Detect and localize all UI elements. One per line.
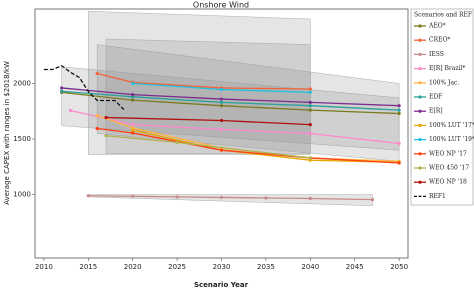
- data-point: [131, 123, 135, 127]
- legend-marker: [418, 180, 422, 184]
- data-point: [131, 95, 135, 99]
- legend-marker: [418, 95, 422, 99]
- data-point: [308, 87, 312, 91]
- data-point: [308, 156, 312, 160]
- y-tick-label: 2000: [13, 79, 31, 87]
- x-tick-label: 2045: [346, 263, 364, 271]
- data-point: [370, 198, 375, 202]
- range-band: [105, 38, 311, 154]
- legend-marker: [418, 152, 422, 156]
- data-point: [308, 104, 312, 108]
- data-point: [308, 131, 312, 136]
- legend-marker: [418, 138, 422, 142]
- legend-label: CREO*: [429, 37, 450, 44]
- legend-label: 100% LUT '17*: [429, 122, 474, 129]
- legend-title: Scenarios and REF: [414, 12, 472, 19]
- data-point: [95, 71, 99, 76]
- legend-marker: [418, 166, 422, 170]
- data-point: [175, 195, 179, 199]
- x-axis-label: Scenario Year: [194, 281, 249, 289]
- data-point: [308, 158, 312, 162]
- data-point: [131, 194, 135, 198]
- data-point: [60, 86, 64, 90]
- legend-box: [410, 8, 474, 206]
- data-point: [175, 140, 179, 144]
- x-tick-label: 2050: [390, 263, 408, 271]
- data-point: [131, 126, 135, 130]
- data-point: [219, 148, 224, 152]
- chart-title: Onshore Wind: [193, 1, 249, 10]
- legend-label: IESS: [429, 51, 444, 58]
- legend-label: 100% Jac.: [429, 79, 459, 86]
- data-point: [95, 126, 99, 131]
- data-point: [86, 194, 90, 198]
- data-point: [219, 87, 224, 92]
- legend-label: WEO NP '17: [429, 150, 467, 157]
- data-point: [104, 115, 108, 120]
- legend-label: WEO 450 '17: [429, 165, 469, 172]
- series-line: [132, 129, 400, 164]
- data-point: [308, 90, 312, 94]
- data-point: [60, 89, 64, 93]
- legend-marker: [418, 38, 422, 42]
- data-point: [308, 100, 312, 104]
- data-point: [397, 161, 401, 165]
- legend-label: AEO*: [428, 23, 446, 30]
- data-point: [308, 108, 312, 112]
- legend-label: E[R]: [429, 108, 443, 115]
- legend-label: REF1: [429, 193, 446, 200]
- x-tick-label: 2035: [257, 263, 275, 271]
- legend-marker: [418, 24, 422, 28]
- legend-marker: [418, 81, 422, 85]
- x-tick-label: 2015: [79, 263, 97, 271]
- data-point: [264, 196, 268, 200]
- data-point: [104, 134, 108, 138]
- data-point: [219, 104, 224, 108]
- data-point: [131, 131, 135, 135]
- data-point: [219, 118, 224, 123]
- x-tick-label: 2030: [213, 263, 231, 271]
- data-point: [397, 111, 401, 116]
- data-point: [308, 123, 312, 127]
- data-point: [131, 128, 135, 132]
- legend-marker: [418, 109, 422, 113]
- data-point: [219, 97, 224, 101]
- legend-label: 100% LUT '19*: [429, 136, 474, 143]
- data-point: [68, 108, 73, 113]
- legend-label: E[R] Brazil*: [429, 65, 465, 72]
- series-line: [97, 72, 311, 90]
- y-axis-label: Average CAPEX with ranges in $2018/kW: [3, 61, 11, 205]
- data-point: [131, 81, 135, 86]
- x-tick-label: 2025: [168, 263, 186, 271]
- y-tick-label: 1000: [13, 191, 31, 199]
- data-point: [219, 195, 224, 200]
- data-point: [397, 108, 401, 112]
- x-tick-label: 2010: [35, 263, 53, 271]
- legend-marker: [418, 52, 422, 57]
- data-point: [219, 100, 224, 104]
- data-point: [95, 113, 99, 118]
- data-point: [131, 92, 135, 97]
- legend-marker: [418, 67, 422, 71]
- data-point: [219, 127, 224, 132]
- y-tick-label: 1500: [13, 135, 31, 143]
- x-tick-label: 2020: [124, 263, 142, 271]
- data-point: [397, 141, 401, 146]
- data-point: [397, 104, 401, 108]
- legend-label: EDF: [429, 94, 442, 101]
- data-point: [308, 196, 312, 201]
- data-point: [131, 98, 135, 102]
- legend-marker: [418, 123, 422, 127]
- legend-label: WEO NP '18: [429, 179, 467, 186]
- x-tick-label: 2040: [301, 263, 319, 271]
- series-line: [43, 64, 125, 110]
